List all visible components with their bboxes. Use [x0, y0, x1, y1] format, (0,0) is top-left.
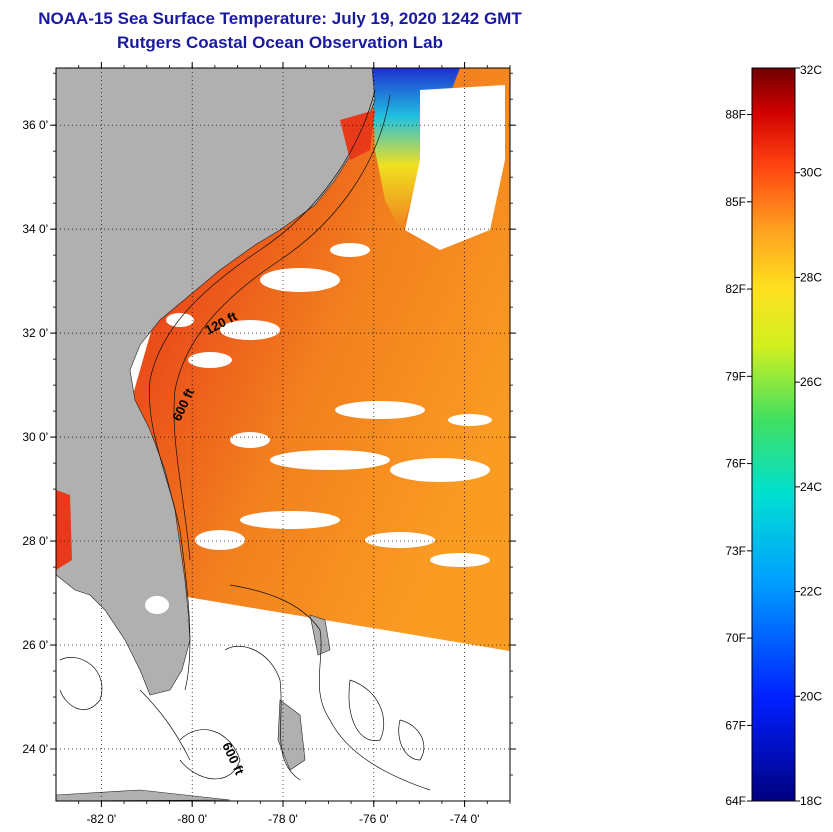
- colorbar-scale: [751, 67, 796, 802]
- lon-label: -82 0': [87, 812, 117, 826]
- latitude-labels: 24 0' 26 0' 28 0' 30 0' 32 0' 34 0' 36 0': [22, 118, 48, 756]
- fahrenheit-label: 85F: [725, 195, 746, 209]
- celsius-label: 28C: [800, 270, 822, 284]
- map-subtitle: Rutgers Coastal Ocean Observation Lab: [117, 33, 443, 52]
- inlet-water: [340, 110, 375, 160]
- fahrenheit-label: 88F: [725, 108, 746, 122]
- fahrenheit-label: 79F: [725, 369, 746, 383]
- fahrenheit-label: 82F: [725, 282, 746, 296]
- map-title: NOAA-15 Sea Surface Temperature: July 19…: [38, 9, 522, 28]
- colorbar-fahrenheit-labels: 88F 85F 82F 79F 76F 73F 70F 67F 64F: [725, 108, 752, 808]
- fahrenheit-label: 67F: [725, 718, 746, 732]
- celsius-label: 30C: [800, 166, 822, 180]
- colorbar-celsius-labels: 32C 30C 28C 26C 24C 22C 20C 18C: [795, 63, 822, 808]
- lat-label: 36 0': [22, 118, 48, 132]
- celsius-label: 26C: [800, 375, 822, 389]
- celsius-label: 18C: [800, 794, 822, 808]
- lon-label: -80 0': [177, 812, 207, 826]
- celsius-label: 20C: [800, 689, 822, 703]
- lat-label: 32 0': [22, 326, 48, 340]
- fahrenheit-label: 73F: [725, 544, 746, 558]
- bathymetry-contours: [59, 89, 431, 791]
- lon-label: -78 0': [268, 812, 298, 826]
- celsius-label: 22C: [800, 585, 822, 599]
- land-southeast-us: [56, 68, 376, 696]
- gulf-sst: [56, 490, 72, 570]
- fahrenheit-label: 70F: [725, 631, 746, 645]
- lon-label: -76 0': [359, 812, 389, 826]
- longitude-labels: -82 0' -80 0' -78 0' -76 0' -74 0': [87, 812, 480, 826]
- lon-label: -74 0': [450, 812, 480, 826]
- fahrenheit-label: 76F: [725, 457, 746, 471]
- celsius-label: 32C: [800, 63, 822, 77]
- celsius-label: 24C: [800, 480, 822, 494]
- cloud-cover: [166, 85, 505, 567]
- bahamas-islands: [56, 614, 331, 801]
- lat-label: 28 0': [22, 534, 48, 548]
- lat-label: 24 0': [22, 742, 48, 756]
- lake-okeechobee: [145, 596, 169, 614]
- lat-label: 30 0': [22, 430, 48, 444]
- lat-label: 34 0': [22, 222, 48, 236]
- fahrenheit-label: 64F: [725, 794, 746, 808]
- lat-label: 26 0': [22, 638, 48, 652]
- graticule: [50, 62, 516, 807]
